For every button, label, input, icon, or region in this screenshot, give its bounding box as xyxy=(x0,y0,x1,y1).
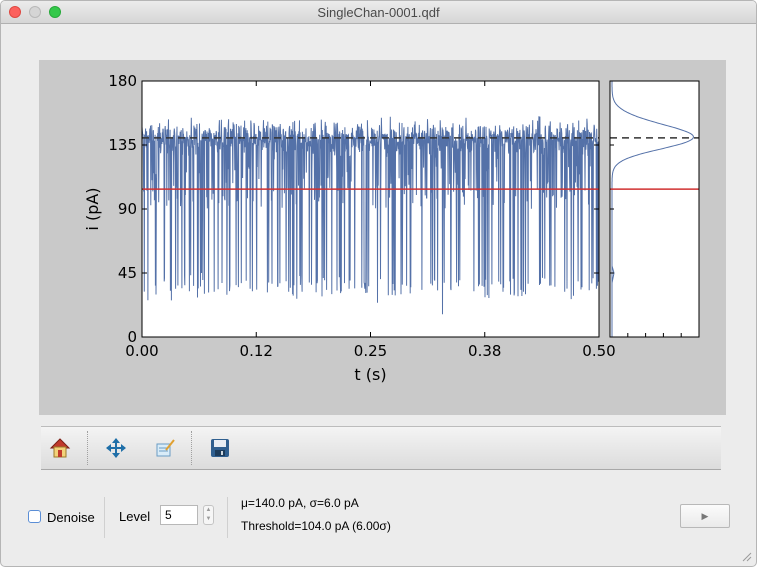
x-tick-label: 0.25 xyxy=(354,342,387,360)
edit-axes-icon xyxy=(156,439,175,457)
chart-canvas: 0.00 0.12 0.25 0.38 0.50 0 45 90 135 180 t (s) i (p… xyxy=(83,72,700,384)
save-icon xyxy=(211,439,229,457)
histogram-axes xyxy=(609,80,700,338)
denoise-label: Denoise xyxy=(47,510,95,525)
pan-icon xyxy=(106,438,126,458)
y-tick-label: 90 xyxy=(118,200,137,218)
save-button[interactable] xyxy=(209,437,231,459)
pan-button[interactable] xyxy=(105,437,127,459)
x-tick-label: 0.00 xyxy=(125,342,158,360)
x-tick-label: 0.38 xyxy=(468,342,501,360)
y-tick-label: 45 xyxy=(118,264,137,282)
x-tick-label: 0.50 xyxy=(582,342,615,360)
level-label: Level xyxy=(119,509,151,524)
denoise-checkbox[interactable] xyxy=(28,510,41,523)
controls-separator xyxy=(104,497,105,538)
play-button[interactable]: ▶ xyxy=(680,504,730,528)
x-tick-label: 0.12 xyxy=(240,342,273,360)
toolbar-separator xyxy=(191,431,193,465)
y-tick-label: 0 xyxy=(127,328,137,346)
y-axis-label: i (pA) xyxy=(83,187,102,230)
controls-separator xyxy=(227,497,228,538)
edit-axes-button[interactable] xyxy=(154,437,176,459)
main-axes-background xyxy=(142,81,599,337)
current-trace xyxy=(141,116,600,315)
title-bar: SingleChan-0001.qdf xyxy=(1,1,756,24)
toolbar-separator xyxy=(87,431,89,465)
level-input[interactable]: 5 xyxy=(160,505,198,525)
minimize-window-button[interactable] xyxy=(29,6,41,18)
y-tick-label: 135 xyxy=(108,136,137,154)
window-title: SingleChan-0001.qdf xyxy=(317,5,440,20)
histogram-background xyxy=(610,81,699,337)
stats-mean-sigma: μ=140.0 pA, σ=6.0 pA xyxy=(241,496,359,510)
zoom-window-button[interactable] xyxy=(49,6,61,18)
close-window-button[interactable] xyxy=(9,6,21,18)
resize-grip-icon[interactable] xyxy=(740,550,752,562)
current-trace-axes: 0.00 0.12 0.25 0.38 0.50 0 45 90 135 180 t (s) i (p… xyxy=(83,72,616,384)
histogram-frame xyxy=(609,80,700,338)
level-stepper[interactable]: ▲ ▼ xyxy=(203,505,214,525)
y-tick-label: 180 xyxy=(108,72,137,90)
play-icon: ▶ xyxy=(701,511,709,521)
main-content: 0.00 0.12 0.25 0.38 0.50 0 45 90 135 180 t (s) i (p… xyxy=(8,24,749,564)
x-axis-label: t (s) xyxy=(354,365,386,384)
home-button[interactable] xyxy=(49,437,71,459)
stats-threshold: Threshold=104.0 pA (6.00σ) xyxy=(241,519,391,533)
plot-area: 0.00 0.12 0.25 0.38 0.50 0 45 90 135 180 t (s) i (p… xyxy=(39,60,726,415)
plot-toolbar xyxy=(41,426,721,470)
home-icon xyxy=(49,438,71,458)
